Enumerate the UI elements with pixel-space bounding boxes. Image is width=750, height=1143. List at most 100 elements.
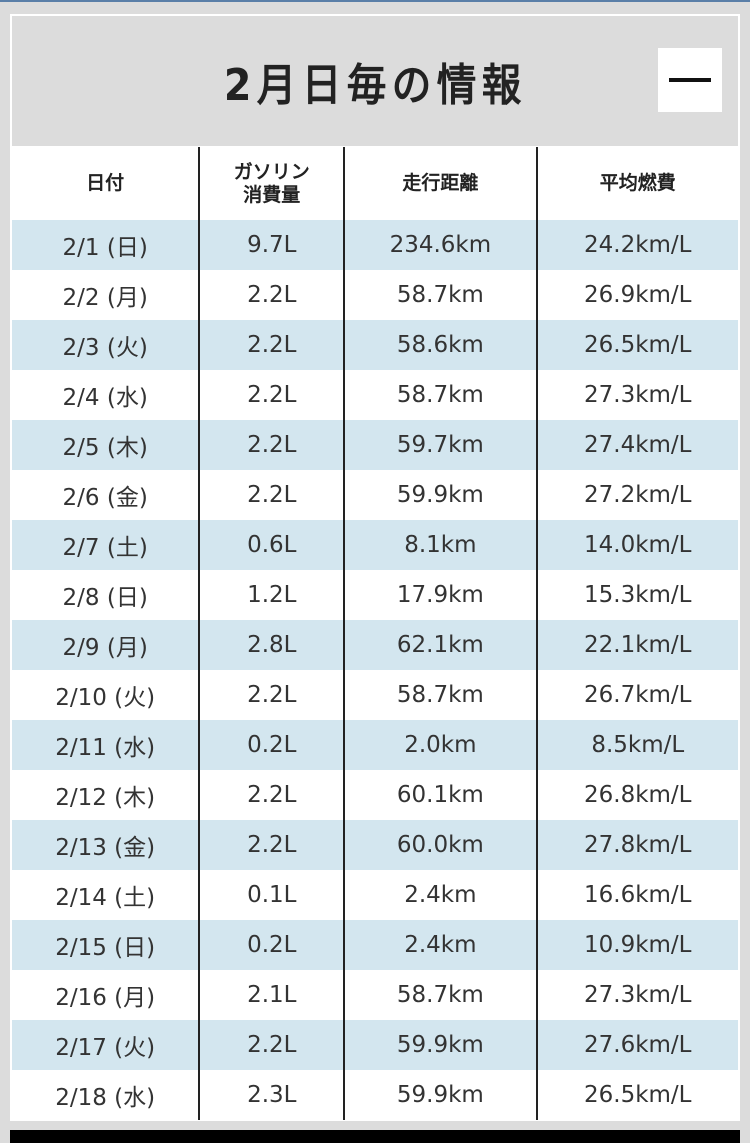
cell-date: 2/14 (土) <box>55 885 156 911</box>
cell-fuel-used: 2.2L <box>198 1020 345 1070</box>
table-row: 2/4 (水) 2.2L 58.7km 27.3km/L <box>12 370 738 420</box>
cell-distance: 59.9km <box>343 1070 537 1120</box>
column-header-distance: 走行距離 <box>343 147 537 220</box>
cell-fuel-used: 2.8L <box>198 620 345 670</box>
cell-fuel-used: 0.1L <box>198 870 345 920</box>
table-row: 2/8 (日) 1.2L 17.9km 15.3km/L <box>12 570 738 620</box>
cell-distance: 234.6km <box>343 220 537 270</box>
cell-fuel-used: 2.2L <box>198 670 345 720</box>
cell-avg-fuel-economy: 27.6km/L <box>535 1020 738 1070</box>
cell-date: 2/4 (水) <box>62 385 148 411</box>
cell-distance: 58.7km <box>343 270 537 320</box>
cell-avg-fuel-economy: 8.5km/L <box>535 720 738 770</box>
cell-distance: 2.4km <box>343 870 537 920</box>
cell-fuel-used: 2.2L <box>198 470 345 520</box>
cell-fuel-used: 1.2L <box>198 570 345 620</box>
cell-fuel-used: 2.2L <box>198 370 345 420</box>
table-row: 2/5 (木) 2.2L 59.7km 27.4km/L <box>12 420 738 470</box>
cell-fuel-used: 2.3L <box>198 1070 345 1120</box>
cell-distance: 60.0km <box>343 820 537 870</box>
cell-avg-fuel-economy: 14.0km/L <box>535 520 738 570</box>
cell-distance: 59.9km <box>343 1020 537 1070</box>
table-row: 2/11 (水) 0.2L 2.0km 8.5km/L <box>12 720 738 770</box>
cell-avg-fuel-economy: 15.3km/L <box>535 570 738 620</box>
page-title: 2月日毎の情報 <box>223 60 527 111</box>
cell-date: 2/2 (月) <box>62 285 148 311</box>
cell-avg-fuel-economy: 26.7km/L <box>535 670 738 720</box>
cell-fuel-used: 2.2L <box>198 320 345 370</box>
cell-fuel-used: 9.7L <box>198 220 345 270</box>
cell-avg-fuel-economy: 26.5km/L <box>535 320 738 370</box>
cell-fuel-used: 2.2L <box>198 820 345 870</box>
cell-date: 2/3 (火) <box>12 320 200 370</box>
cell-distance: 8.1km <box>343 520 537 570</box>
table-row: 2/17 (火) 2.2L 59.9km 27.6km/L <box>12 1020 738 1070</box>
table-row: 2/16 (月) 2.1L 58.7km 27.3km/L <box>12 970 738 1020</box>
panel-header[interactable]: 2月日毎の情報 <box>12 16 738 146</box>
cell-distance: 58.6km <box>343 320 537 370</box>
cell-distance: 2.0km <box>343 720 537 770</box>
column-header-avg-fuel-economy: 平均燃費 <box>535 147 738 220</box>
cell-distance: 58.7km <box>343 370 537 420</box>
table-row: 2/15 (日) 0.2L 2.4km 10.9km/L <box>12 920 738 970</box>
table-row: 2/9 (月) 2.8L 62.1km 22.1km/L <box>12 620 738 670</box>
cell-avg-fuel-economy: 26.8km/L <box>535 770 738 820</box>
cell-distance: 59.7km <box>343 420 537 470</box>
cell-distance: 17.9km <box>343 570 537 620</box>
table-row: 2/13 (金) 2.2L 60.0km 27.8km/L <box>12 820 738 870</box>
cell-avg-fuel-economy: 27.2km/L <box>535 470 738 520</box>
top-border <box>0 0 750 2</box>
table-row: 2/14 (土) 0.1L 2.4km 16.6km/L <box>12 870 738 920</box>
cell-date: 2/6 (金) <box>62 485 148 511</box>
cell-date: 2/5 (木) <box>12 420 200 470</box>
cell-avg-fuel-economy: 26.9km/L <box>535 270 738 320</box>
cell-date: 2/9 (月) <box>12 620 200 670</box>
cell-fuel-used: 2.1L <box>198 970 345 1020</box>
cell-date: 2/12 (木) <box>55 785 156 811</box>
column-header-date: 日付 <box>12 147 200 220</box>
cell-date: 2/11 (水) <box>12 720 200 770</box>
cell-fuel-used: 0.2L <box>198 920 345 970</box>
bottom-bar <box>10 1130 740 1143</box>
cell-date: 2/17 (火) <box>12 1020 200 1070</box>
cell-avg-fuel-economy: 27.8km/L <box>535 820 738 870</box>
cell-distance: 59.9km <box>343 470 537 520</box>
table-row: 2/7 (土) 0.6L 8.1km 14.0km/L <box>12 520 738 570</box>
cell-fuel-used: 2.2L <box>198 770 345 820</box>
cell-avg-fuel-economy: 16.6km/L <box>535 870 738 920</box>
cell-avg-fuel-economy: 27.4km/L <box>535 420 738 470</box>
daily-table: 日付 ガソリン 消費量 走行距離 平均燃費 2/1 (日) 9.7L 234.6km 24.… <box>12 147 738 1120</box>
cell-avg-fuel-economy: 26.5km/L <box>535 1070 738 1120</box>
table-row: 2/18 (水) 2.3L 59.9km 26.5km/L <box>12 1070 738 1120</box>
cell-avg-fuel-economy: 22.1km/L <box>535 620 738 670</box>
cell-date: 2/10 (火) <box>55 685 156 711</box>
cell-distance: 62.1km <box>343 620 537 670</box>
daily-info-panel: 2月日毎の情報 日付 ガソリン 消費量 走行距離 平均燃費 2/1 (日) 9.7L 23… <box>10 14 740 1121</box>
cell-date: 2/1 (日) <box>12 220 200 270</box>
cell-avg-fuel-economy: 24.2km/L <box>535 220 738 270</box>
cell-fuel-used: 2.2L <box>198 420 345 470</box>
cell-date: 2/16 (月) <box>55 985 156 1011</box>
column-header-fuel-used: ガソリン 消費量 <box>198 147 345 220</box>
cell-fuel-used: 2.2L <box>198 270 345 320</box>
cell-date: 2/8 (日) <box>62 585 148 611</box>
table-row: 2/3 (火) 2.2L 58.6km 26.5km/L <box>12 320 738 370</box>
table-row: 2/10 (火) 2.2L 58.7km 26.7km/L <box>12 670 738 720</box>
table-row: 2/1 (日) 9.7L 234.6km 24.2km/L <box>12 220 738 270</box>
cell-distance: 60.1km <box>343 770 537 820</box>
cell-avg-fuel-economy: 27.3km/L <box>535 970 738 1020</box>
minus-icon <box>669 78 711 82</box>
table-row: 2/6 (金) 2.2L 59.9km 27.2km/L <box>12 470 738 520</box>
table-row: 2/12 (木) 2.2L 60.1km 26.8km/L <box>12 770 738 820</box>
cell-distance: 58.7km <box>343 970 537 1020</box>
cell-date: 2/15 (日) <box>12 920 200 970</box>
cell-fuel-used: 0.6L <box>198 520 345 570</box>
cell-date: 2/13 (金) <box>12 820 200 870</box>
cell-distance: 2.4km <box>343 920 537 970</box>
cell-avg-fuel-economy: 27.3km/L <box>535 370 738 420</box>
cell-fuel-used: 0.2L <box>198 720 345 770</box>
cell-date: 2/18 (水) <box>55 1085 156 1111</box>
cell-avg-fuel-economy: 10.9km/L <box>535 920 738 970</box>
collapse-button[interactable] <box>658 48 722 112</box>
cell-date: 2/7 (土) <box>12 520 200 570</box>
